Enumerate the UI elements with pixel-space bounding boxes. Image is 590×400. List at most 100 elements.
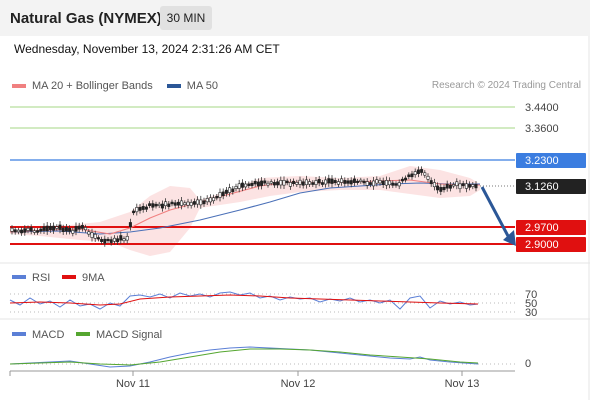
macd-legend-label: MACD	[32, 329, 64, 341]
main-legend: MA 20 + Bollinger Bands MA 50	[12, 80, 232, 92]
research-credit: Research © 2024 Trading Central	[431, 80, 581, 91]
rsi-tick-70: 70	[525, 289, 537, 301]
candle-body	[279, 180, 283, 186]
candle-body	[333, 180, 337, 184]
candle-body	[288, 182, 292, 187]
candle-body	[413, 171, 417, 175]
candle-body	[93, 233, 97, 239]
candle-body	[448, 184, 452, 189]
candle-body	[45, 225, 49, 232]
candle-body	[116, 238, 120, 243]
candle-body	[365, 181, 369, 186]
candle-body	[170, 201, 174, 205]
candle-body	[157, 203, 161, 206]
candle-body	[80, 225, 84, 229]
candle-body	[205, 198, 209, 203]
macd-legend: MACD MACD Signal	[12, 329, 162, 341]
candle-body	[272, 182, 276, 186]
candle-body	[228, 187, 232, 193]
candle-body	[407, 174, 411, 178]
candle-body	[471, 184, 475, 187]
rsi-legend: RSI 9MA	[12, 272, 105, 284]
price-candles	[10, 166, 478, 247]
candle-body	[61, 227, 65, 232]
level-value: 3.1260	[525, 181, 559, 193]
candle-body	[154, 203, 158, 207]
x-axis-label-nov13: Nov 13	[445, 378, 480, 390]
rsi-9ma-legend-label: 9MA	[82, 272, 105, 284]
rsi-swatch-icon	[12, 275, 26, 279]
forecast-arrow-icon	[480, 186, 516, 246]
candle-body	[215, 196, 219, 199]
candle-body	[384, 180, 388, 186]
datetime-label: Wednesday, November 13, 2024 2:31:26 AM …	[14, 42, 280, 56]
candle-body	[32, 230, 36, 233]
candle-body	[100, 239, 104, 242]
candle-body	[48, 225, 52, 230]
candle-body	[202, 200, 206, 205]
candle-body	[189, 202, 193, 206]
macd-signal-line	[9, 348, 479, 366]
candle-body	[292, 180, 296, 184]
level-value: 3.4400	[525, 102, 559, 114]
candle-body	[58, 224, 62, 230]
candle-body	[320, 182, 324, 185]
candle-body	[221, 191, 225, 197]
candle-body	[356, 180, 360, 183]
macd-signal-legend-label: MACD Signal	[96, 329, 162, 341]
candle-body	[282, 180, 286, 186]
candle-body	[208, 197, 212, 203]
candle-body	[298, 179, 302, 185]
candle-body	[378, 180, 382, 184]
candle-body	[112, 237, 116, 242]
candle-body	[442, 186, 446, 191]
rsi-9ma-line	[9, 294, 479, 306]
candle-body	[394, 183, 398, 186]
ma50-swatch-icon	[166, 84, 181, 88]
candle-body	[404, 177, 408, 181]
candle-body	[340, 178, 344, 183]
candle-body	[196, 199, 200, 205]
candle-body	[250, 182, 254, 186]
candle-body	[375, 179, 379, 184]
x-axis-label-nov11: Nov 11	[116, 378, 150, 390]
candle-body	[388, 180, 392, 186]
ma20-line	[9, 179, 480, 235]
candle-body	[36, 230, 40, 233]
candle-body	[10, 227, 14, 232]
candle-body	[231, 188, 235, 193]
candle-body	[106, 238, 110, 242]
candle-body	[164, 201, 168, 207]
candle-body	[311, 182, 315, 185]
level-label-3-23: 3.2300	[516, 153, 586, 168]
candle-body	[352, 178, 356, 183]
candle-body	[308, 181, 312, 185]
candle-body	[301, 181, 305, 186]
rsi-tick-30: 30	[525, 307, 537, 319]
timeframe-button[interactable]: 30 MIN	[160, 6, 212, 30]
candle-body	[336, 181, 340, 185]
candle-body	[276, 181, 280, 186]
candle-body	[144, 206, 148, 210]
rsi-tick-50: 50	[525, 298, 537, 310]
candle-body	[23, 228, 27, 233]
candle-body	[240, 182, 244, 188]
level-value: 2.9700	[525, 222, 559, 234]
candle-body	[132, 210, 136, 214]
candle-body	[317, 179, 321, 184]
candle-body	[148, 203, 152, 206]
candle-body	[55, 226, 59, 229]
macd-signal-swatch-icon	[76, 332, 90, 336]
rsi-9ma-swatch-icon	[62, 275, 76, 279]
candle-body	[423, 172, 427, 176]
level-label-3-44: 3.4400	[525, 102, 559, 114]
instrument-title: Natural Gas (NYMEX)	[10, 10, 162, 27]
candle-body	[141, 206, 145, 210]
candle-body	[410, 173, 414, 178]
x-axis-label-nov12: Nov 12	[281, 378, 316, 390]
candle-body	[445, 183, 449, 189]
legend-label-ma50: MA 50	[186, 80, 218, 92]
legend-item-ma20: MA 20 + Bollinger Bands	[12, 80, 153, 92]
candle-body	[461, 183, 465, 187]
candle-body	[87, 231, 91, 235]
